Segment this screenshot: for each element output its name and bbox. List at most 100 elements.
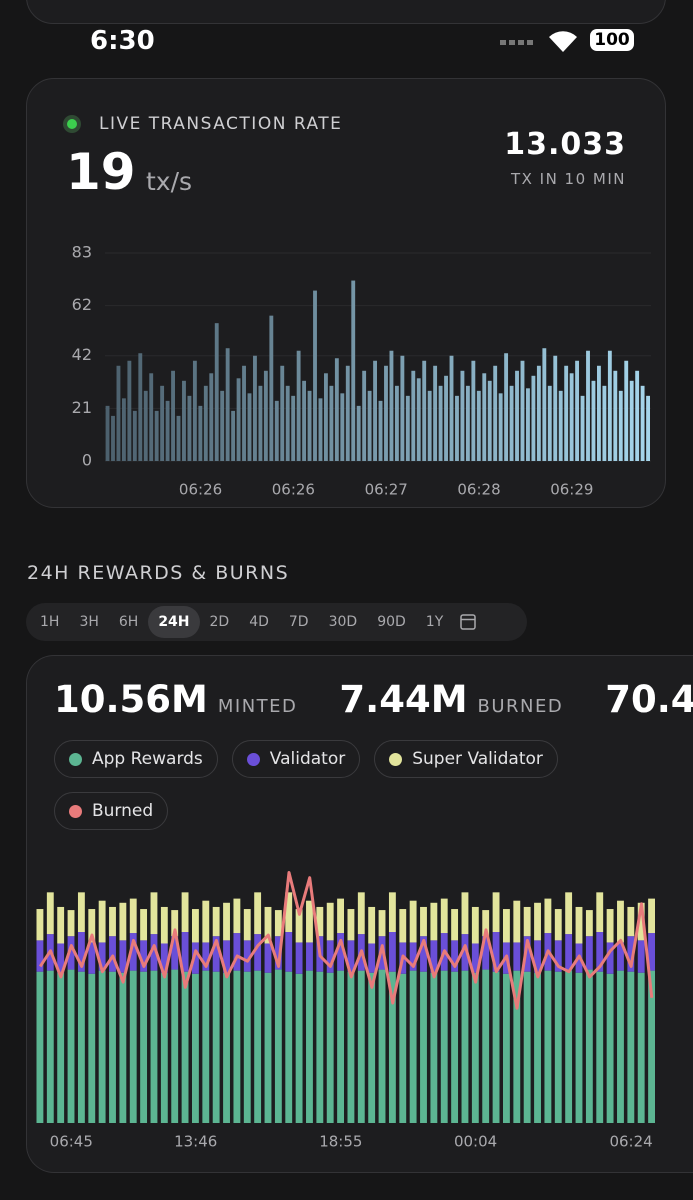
bar xyxy=(253,355,257,461)
bar-segment xyxy=(192,909,199,943)
y-tick-label: 42 xyxy=(72,345,92,364)
legend-label: Super Validator xyxy=(412,749,543,769)
bar xyxy=(422,360,427,461)
bar-segment xyxy=(254,934,262,971)
bar xyxy=(564,365,569,461)
bar xyxy=(340,393,345,461)
bar-segment xyxy=(420,906,427,937)
bar-segment xyxy=(57,906,65,944)
bar-segment xyxy=(575,906,583,944)
bar-segment xyxy=(337,933,344,971)
stat-label: MINTED xyxy=(217,696,298,717)
bar-segment xyxy=(337,970,344,1123)
bar xyxy=(493,365,498,461)
bar-segment xyxy=(461,970,469,1123)
range-tab[interactable]: 30D xyxy=(328,614,358,630)
bar-segment xyxy=(264,906,272,944)
bar-segment xyxy=(534,940,541,973)
bar xyxy=(192,360,197,461)
bar xyxy=(558,390,563,461)
battery: 100 xyxy=(590,29,634,51)
legend-item[interactable]: Super Validator xyxy=(374,740,558,778)
bar xyxy=(455,395,459,461)
bar-segment xyxy=(295,973,303,1123)
bar xyxy=(373,360,377,461)
bar xyxy=(143,390,148,461)
bar-segment xyxy=(378,910,386,937)
stat-value: 70.47 xyxy=(605,678,693,721)
range-tab[interactable]: 7D xyxy=(288,614,309,630)
bar-segment xyxy=(409,900,417,943)
range-tab[interactable]: 2D xyxy=(209,614,230,630)
bar-segment xyxy=(192,942,199,974)
bar xyxy=(187,395,192,461)
y-tick-label: 83 xyxy=(72,243,92,262)
bar xyxy=(329,385,334,461)
bar-segment xyxy=(67,910,75,937)
bar-segment xyxy=(648,970,655,1123)
bar-segment xyxy=(503,909,510,943)
signal xyxy=(500,40,534,45)
bar-segment xyxy=(461,934,469,971)
x-tick-label: 06:29 xyxy=(550,481,593,499)
bar xyxy=(498,393,503,461)
bar-segment xyxy=(617,970,624,1123)
bar xyxy=(580,395,585,461)
range-tab[interactable]: 24H xyxy=(148,606,200,638)
legend-item[interactable]: Burned xyxy=(54,792,169,830)
bar-segment xyxy=(295,909,303,943)
live-indicator xyxy=(63,115,81,133)
bar xyxy=(182,380,186,461)
range-tab[interactable]: 6H xyxy=(118,614,139,630)
bar xyxy=(116,365,121,461)
bar xyxy=(176,415,181,461)
tx-count-label: TX IN 10 MIN xyxy=(510,170,626,188)
status-time: 6:30 xyxy=(90,26,155,56)
range-tabs: 1H 3H 6H 24H 2D 4D 7D 30D 90D 1Y xyxy=(26,603,527,641)
range-tab[interactable]: 1Y xyxy=(425,614,444,630)
bar-segment xyxy=(129,898,137,934)
range-tab[interactable]: 1H xyxy=(40,614,60,630)
bar-segment xyxy=(274,936,282,970)
calendar-icon[interactable] xyxy=(453,612,483,632)
bar xyxy=(111,415,115,461)
bar-segment xyxy=(129,933,137,971)
bar-segment xyxy=(254,892,262,935)
range-tab[interactable]: 90D xyxy=(377,614,406,630)
bar xyxy=(389,350,394,461)
legend-item[interactable]: Validator xyxy=(231,740,361,778)
x-tick-label: 18:55 xyxy=(319,1133,362,1151)
bar xyxy=(597,365,601,461)
bar-segment xyxy=(150,970,158,1123)
bar xyxy=(575,360,580,461)
bar-segment xyxy=(212,971,220,1123)
bar-segment xyxy=(513,900,521,943)
bar xyxy=(225,348,230,461)
bar-segment xyxy=(482,936,490,970)
legend-dot xyxy=(69,752,82,766)
legend-dot xyxy=(389,752,403,766)
x-tick-label: 06:28 xyxy=(457,481,500,499)
bar xyxy=(487,380,492,461)
bar-segment xyxy=(88,942,96,974)
bar-segment xyxy=(378,969,386,1123)
bar-segment xyxy=(420,971,427,1123)
bar xyxy=(646,395,650,461)
bar-segment xyxy=(243,940,251,972)
bar-segment xyxy=(171,910,179,937)
bar-segment xyxy=(627,936,635,972)
bar xyxy=(236,378,241,461)
bar-segment xyxy=(399,973,407,1123)
rate-unit: tx/s xyxy=(146,167,193,196)
bar-segment xyxy=(243,971,251,1123)
bar xyxy=(127,360,132,461)
bar xyxy=(318,398,323,461)
bar-segment xyxy=(88,973,96,1123)
range-tab[interactable]: 3H xyxy=(79,614,99,630)
bar-segment xyxy=(606,909,614,943)
bar-segment xyxy=(109,906,116,937)
legend-item[interactable]: App Rewards xyxy=(54,740,218,778)
range-tab[interactable]: 4D xyxy=(249,614,269,630)
bar-segment xyxy=(160,906,168,944)
stat-label: BURNED xyxy=(477,696,564,717)
